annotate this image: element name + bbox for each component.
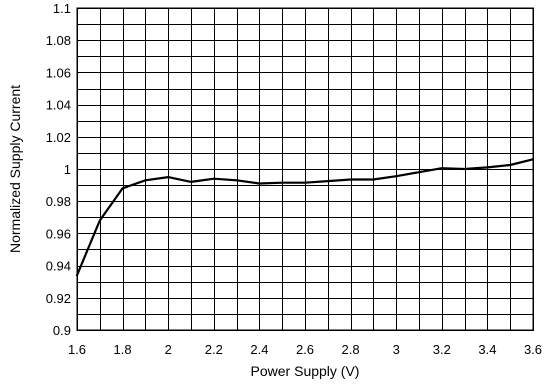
x-tick-label: 3 xyxy=(393,342,400,357)
plot-frame xyxy=(76,7,534,331)
x-tick-label: 2.8 xyxy=(342,342,360,357)
x-tick-label: 1.6 xyxy=(68,342,86,357)
y-tick-label: 1.04 xyxy=(46,98,71,113)
x-tick-label: 1.8 xyxy=(114,342,132,357)
series-layer xyxy=(75,158,535,277)
y-axis-title: Normalized Supply Current xyxy=(7,85,23,253)
x-tick-label: 2.4 xyxy=(250,342,268,357)
y-tick-label: 0.98 xyxy=(46,194,71,209)
y-tick-labels: 0.9 0.92 0.94 0.96 0.98 1 1.02 1.04 1.06 1.08 1.1 xyxy=(46,1,71,338)
x-tick-label: 3.6 xyxy=(524,342,542,357)
x-axis-title: Power Supply (V) xyxy=(251,363,360,379)
y-tick-label: 0.9 xyxy=(53,323,71,338)
series-line xyxy=(75,158,535,277)
y-tick-label: 1.08 xyxy=(46,33,71,48)
y-tick-label: 1.1 xyxy=(53,1,71,16)
y-tick-label: 0.94 xyxy=(46,259,71,274)
y-tick-label: 1.06 xyxy=(46,65,71,80)
y-tick-label: 0.92 xyxy=(46,291,71,306)
y-tick-label: 1 xyxy=(64,162,71,177)
x-tick-label: 3.4 xyxy=(478,342,496,357)
x-tick-label: 2.6 xyxy=(296,342,314,357)
grid-lines xyxy=(77,8,534,331)
x-tick-label: 3.2 xyxy=(433,342,451,357)
y-tick-label: 1.02 xyxy=(46,130,71,145)
x-tick-labels: 1.6 1.8 2 2.2 2.4 2.6 2.8 3 3.2 3.4 3.6 xyxy=(68,342,542,357)
x-tick-label: 2 xyxy=(165,342,172,357)
x-tick-label: 2.2 xyxy=(205,342,223,357)
y-tick-label: 0.96 xyxy=(46,226,71,241)
